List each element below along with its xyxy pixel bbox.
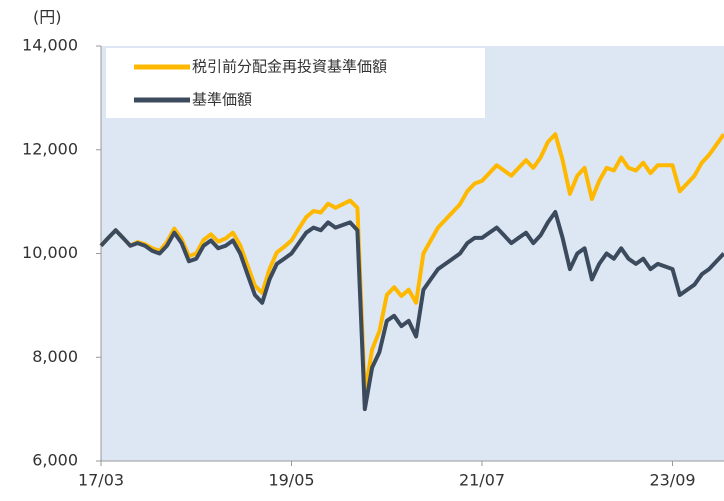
x-tick-label: 19/05	[268, 471, 314, 490]
y-tick-label: 6,000	[32, 451, 78, 470]
x-tick-label: 21/07	[459, 471, 505, 490]
legend-label: 税引前分配金再投資基準価額	[192, 58, 387, 76]
x-tick-label: 23/09	[649, 471, 695, 490]
y-tick-label: 12,000	[22, 139, 78, 158]
y-tick-label: 10,000	[22, 243, 78, 262]
x-tick-label: 17/03	[78, 471, 124, 490]
y-tick-label: 8,000	[32, 347, 78, 366]
series-line	[99, 210, 724, 412]
legend-label: 基準価額	[192, 91, 252, 109]
legend-box	[106, 48, 485, 118]
y-unit: (円)	[33, 8, 62, 27]
series-line	[99, 132, 724, 396]
y-tick-label: 14,000	[22, 36, 78, 55]
